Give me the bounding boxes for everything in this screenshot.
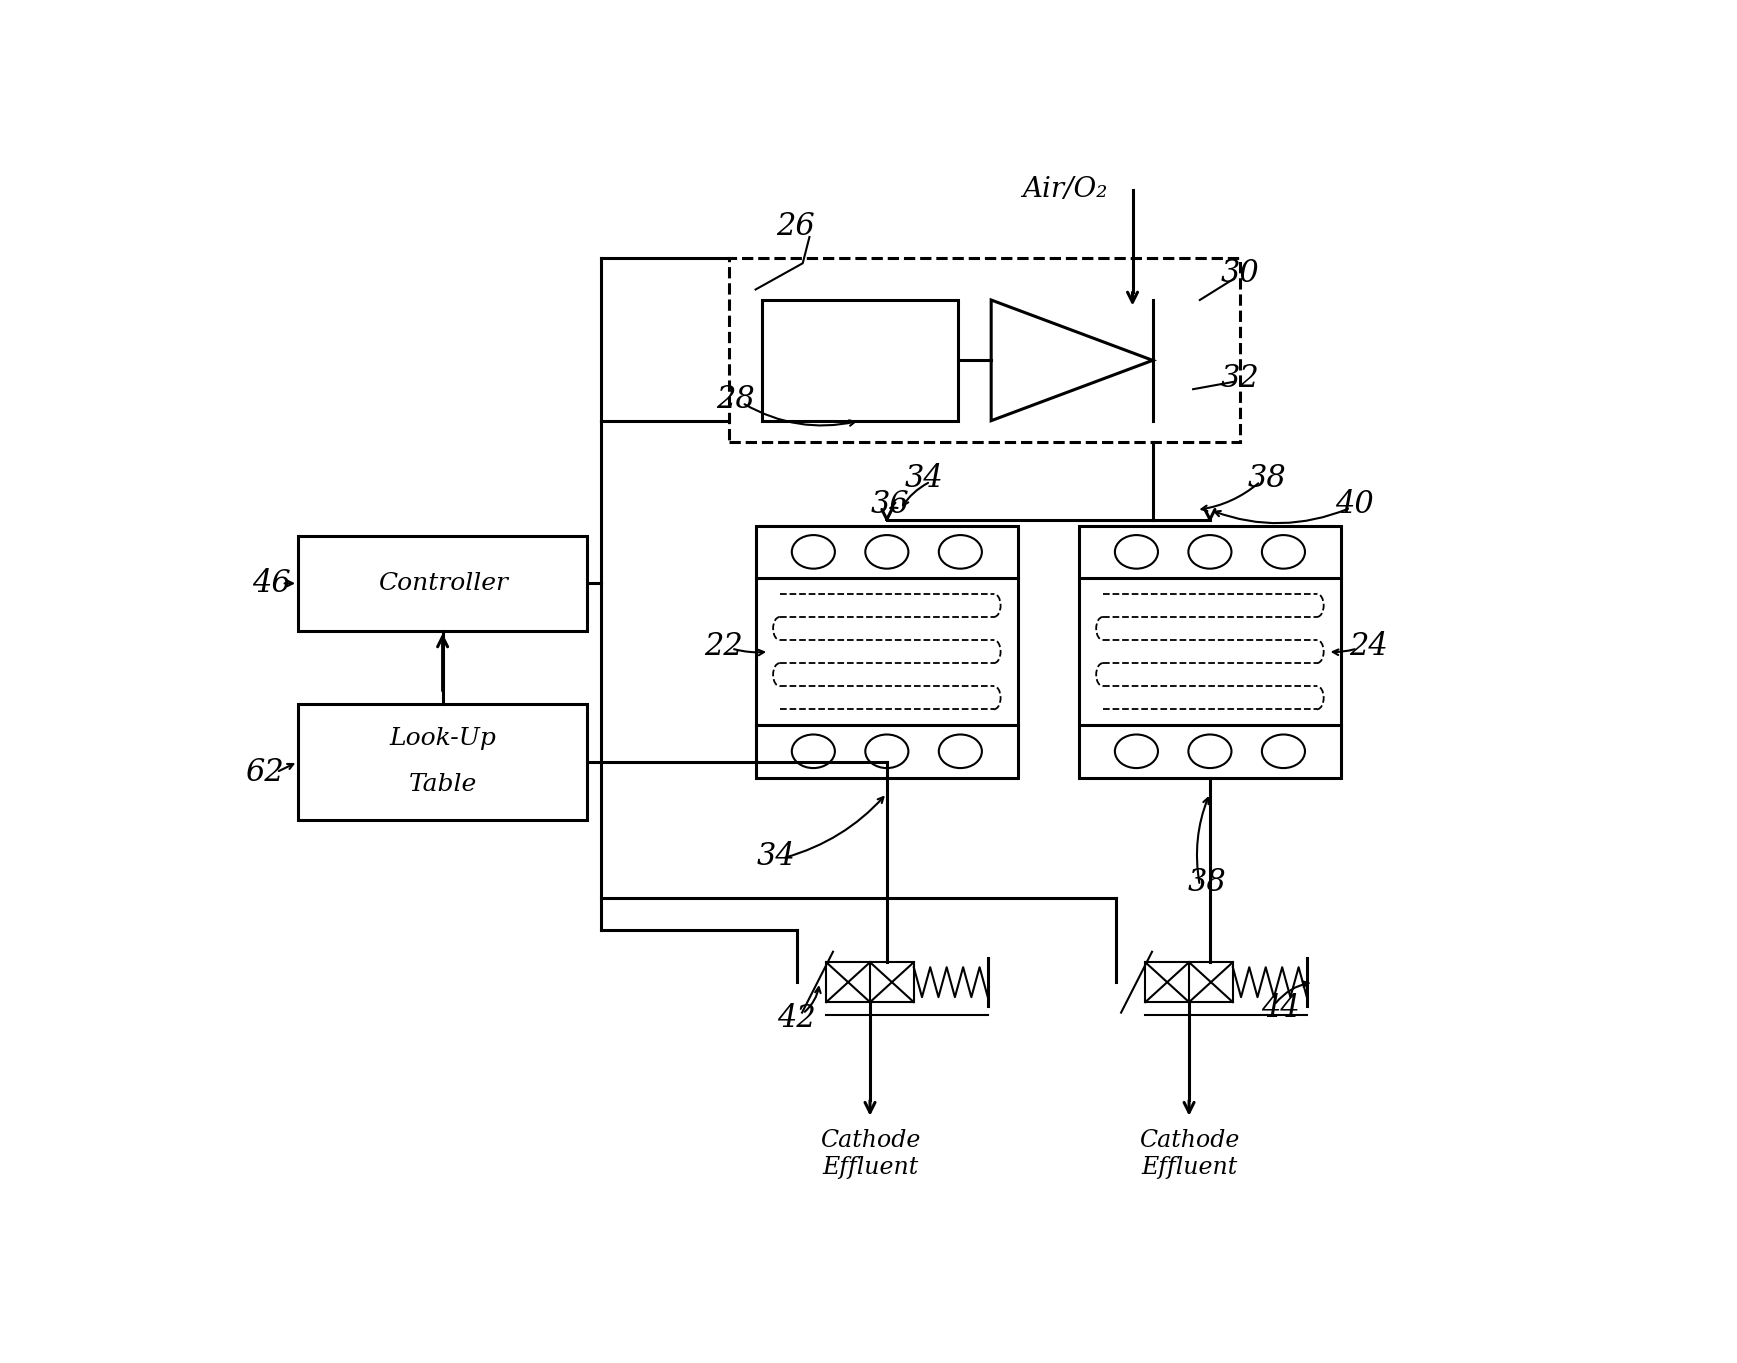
Text: 38: 38 bbox=[1186, 867, 1226, 898]
Bar bbox=[299, 536, 587, 631]
Text: 34: 34 bbox=[905, 463, 943, 493]
Text: Controller: Controller bbox=[377, 572, 507, 594]
Text: 26: 26 bbox=[776, 211, 815, 243]
Text: 36: 36 bbox=[870, 489, 910, 521]
Bar bbox=[1079, 526, 1341, 777]
Text: 28: 28 bbox=[716, 384, 756, 416]
Text: 44: 44 bbox=[1261, 992, 1299, 1024]
Text: Cathode
Effluent: Cathode Effluent bbox=[820, 1129, 921, 1179]
Bar bbox=[1145, 962, 1233, 1002]
Bar bbox=[299, 705, 587, 819]
Text: Cathode
Effluent: Cathode Effluent bbox=[1139, 1129, 1238, 1179]
Text: Look-Up: Look-Up bbox=[389, 728, 497, 750]
Text: 40: 40 bbox=[1336, 489, 1374, 521]
Text: 42: 42 bbox=[776, 1003, 815, 1035]
Text: 30: 30 bbox=[1221, 258, 1259, 289]
Bar bbox=[756, 526, 1018, 777]
Bar bbox=[827, 962, 914, 1002]
Text: Air/O₂: Air/O₂ bbox=[1023, 176, 1108, 203]
Text: 24: 24 bbox=[1348, 631, 1388, 662]
Text: 38: 38 bbox=[1247, 463, 1287, 493]
Text: Table: Table bbox=[408, 773, 476, 796]
Text: 46: 46 bbox=[252, 568, 290, 598]
Text: 62: 62 bbox=[245, 756, 283, 788]
Bar bbox=[730, 258, 1240, 442]
Text: 32: 32 bbox=[1221, 363, 1259, 394]
Text: 34: 34 bbox=[756, 841, 796, 872]
Text: 22: 22 bbox=[703, 631, 743, 662]
Bar bbox=[763, 300, 957, 421]
